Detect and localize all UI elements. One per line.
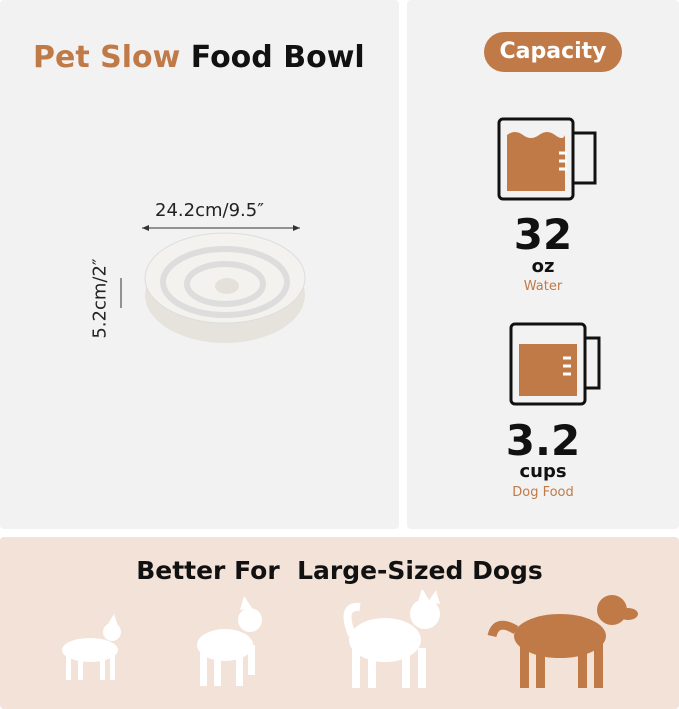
- bowl-ring: [184, 261, 266, 307]
- dog-silhouettes: [62, 590, 638, 688]
- title-accent: Pet Slow: [33, 40, 181, 75]
- water-label: Water: [523, 279, 563, 294]
- right-panel: [407, 0, 679, 529]
- height-label: 5.2cm/2″: [89, 258, 111, 339]
- title: Pet Slow Food Bowl: [33, 40, 365, 75]
- footer-title: Better For Large-Sized Dogs: [136, 556, 543, 585]
- water-cup-icon: [497, 117, 597, 201]
- food-cup-icon: [509, 322, 601, 406]
- food-unit: cups: [519, 461, 567, 482]
- capacity-badge: Capacity: [484, 32, 622, 72]
- food-label: Dog Food: [512, 485, 574, 500]
- water-amount: 32: [513, 210, 573, 259]
- bowl-illustration: [120, 225, 306, 343]
- food-amount: 3.2: [505, 416, 581, 465]
- bowl-ring: [160, 246, 290, 318]
- bowl-center: [215, 278, 239, 294]
- title-rest: Food Bowl: [190, 40, 365, 75]
- width-label: 24.2cm/9.5″: [155, 200, 264, 221]
- water-unit: oz: [531, 256, 555, 277]
